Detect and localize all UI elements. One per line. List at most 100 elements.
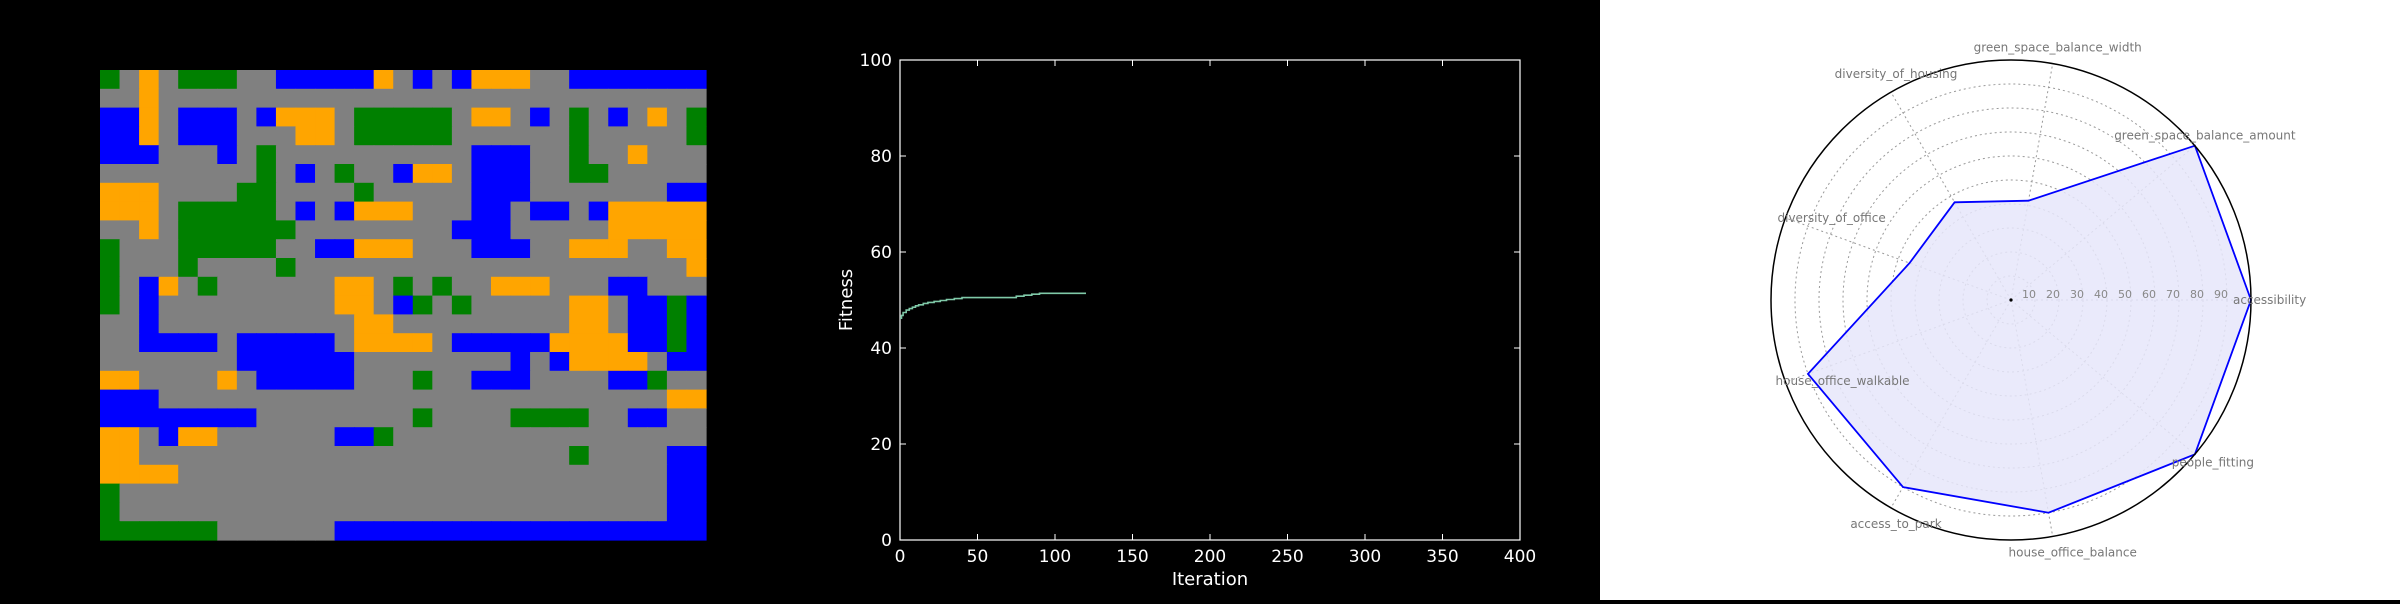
grid-cell <box>197 314 218 334</box>
grid-cell <box>588 276 609 297</box>
grid-cell <box>451 220 473 240</box>
grid-cell <box>256 164 277 184</box>
grid-cell <box>666 107 688 127</box>
grid-cell <box>666 239 688 259</box>
grid-cell <box>334 314 355 334</box>
grid-cell <box>119 352 140 372</box>
grid-cell <box>490 502 512 522</box>
grid-cell <box>490 446 512 466</box>
grid-cell <box>666 502 688 522</box>
grid-cell <box>412 88 433 109</box>
radial-tick-label: 60 <box>2142 288 2156 301</box>
grid-cell <box>334 464 355 485</box>
grid-cell <box>295 333 316 353</box>
grid-cell <box>686 502 707 522</box>
grid-cell <box>471 521 492 541</box>
grid-cell <box>334 521 355 541</box>
grid-cell <box>627 502 648 522</box>
grid-cell <box>588 370 609 391</box>
grid-cell <box>647 201 668 221</box>
grid-cell <box>549 427 570 447</box>
grid-cell <box>119 427 140 447</box>
grid-cell <box>256 107 277 127</box>
grid-cell <box>256 446 277 466</box>
grid-cell <box>432 201 453 221</box>
grid-cell <box>236 164 257 184</box>
grid-cell <box>393 370 414 391</box>
grid-cell <box>373 88 394 109</box>
grid-cell <box>588 483 609 503</box>
grid-cell <box>412 126 433 146</box>
grid-cell <box>197 182 218 203</box>
grid-cell <box>256 408 277 428</box>
grid-cell <box>354 295 375 315</box>
grid-cell <box>608 427 629 447</box>
grid-cell <box>334 239 355 259</box>
grid-cell <box>100 88 121 109</box>
grid-cell <box>139 408 160 428</box>
grid-cell <box>569 239 590 259</box>
grid-cell <box>236 370 257 391</box>
grid-cell <box>686 427 707 447</box>
grid-cell <box>178 276 199 297</box>
grid-cell <box>530 483 551 503</box>
grid-cell <box>588 502 609 522</box>
grid-cell <box>139 314 160 334</box>
grid-cell <box>334 446 355 466</box>
grid-cell <box>373 239 394 259</box>
grid-cell <box>197 126 218 146</box>
radial-tick-label: 50 <box>2118 288 2132 301</box>
grid-cell <box>451 201 473 221</box>
grid-cell <box>393 201 414 221</box>
grid-cell <box>315 502 336 522</box>
grid-cell <box>217 446 238 466</box>
grid-cell <box>275 182 297 203</box>
grid-cell <box>256 258 277 278</box>
grid-cell <box>373 201 394 221</box>
grid-cell <box>139 201 160 221</box>
grid-cell <box>178 164 199 184</box>
grid-cell <box>686 258 707 278</box>
grid-cell <box>275 276 297 297</box>
radial-tick-label: 70 <box>2166 288 2180 301</box>
grid-cell <box>217 182 238 203</box>
grid-cell <box>412 427 433 447</box>
grid-cell <box>530 239 551 259</box>
grid-cell <box>471 126 492 146</box>
grid-cell <box>354 314 375 334</box>
grid-cell <box>354 464 375 485</box>
grid-cell <box>432 370 453 391</box>
grid-cell <box>158 333 179 353</box>
grid-cell <box>158 446 179 466</box>
grid-cell <box>295 502 316 522</box>
grid-cell <box>373 408 394 428</box>
radar-category-label: house_office_walkable <box>1776 374 1910 388</box>
grid-cell <box>295 145 316 165</box>
grid-cell <box>588 182 609 203</box>
grid-cell <box>178 408 199 428</box>
grid-cell <box>236 239 257 259</box>
grid-cell <box>373 145 394 165</box>
grid-cell <box>354 145 375 165</box>
grid-cell <box>510 427 531 447</box>
grid-cell <box>275 126 297 146</box>
grid-cell <box>197 333 218 353</box>
grid-cell <box>354 239 375 259</box>
grid-cell <box>100 70 121 90</box>
grid-cell <box>236 483 257 503</box>
grid-cell <box>510 352 531 372</box>
grid-cell <box>295 88 316 109</box>
grid-cell <box>139 276 160 297</box>
grid-cell <box>139 164 160 184</box>
grid-cell <box>588 295 609 315</box>
grid-cell <box>217 295 238 315</box>
grid-cell <box>666 352 688 372</box>
grid-cell <box>178 182 199 203</box>
grid-cell <box>451 145 473 165</box>
grid-cell <box>119 239 140 259</box>
grid-cell <box>275 352 297 372</box>
grid-cell <box>334 352 355 372</box>
grid-cell <box>236 258 257 278</box>
x-tick-label: 100 <box>1039 547 1071 567</box>
grid-cell <box>295 164 316 184</box>
